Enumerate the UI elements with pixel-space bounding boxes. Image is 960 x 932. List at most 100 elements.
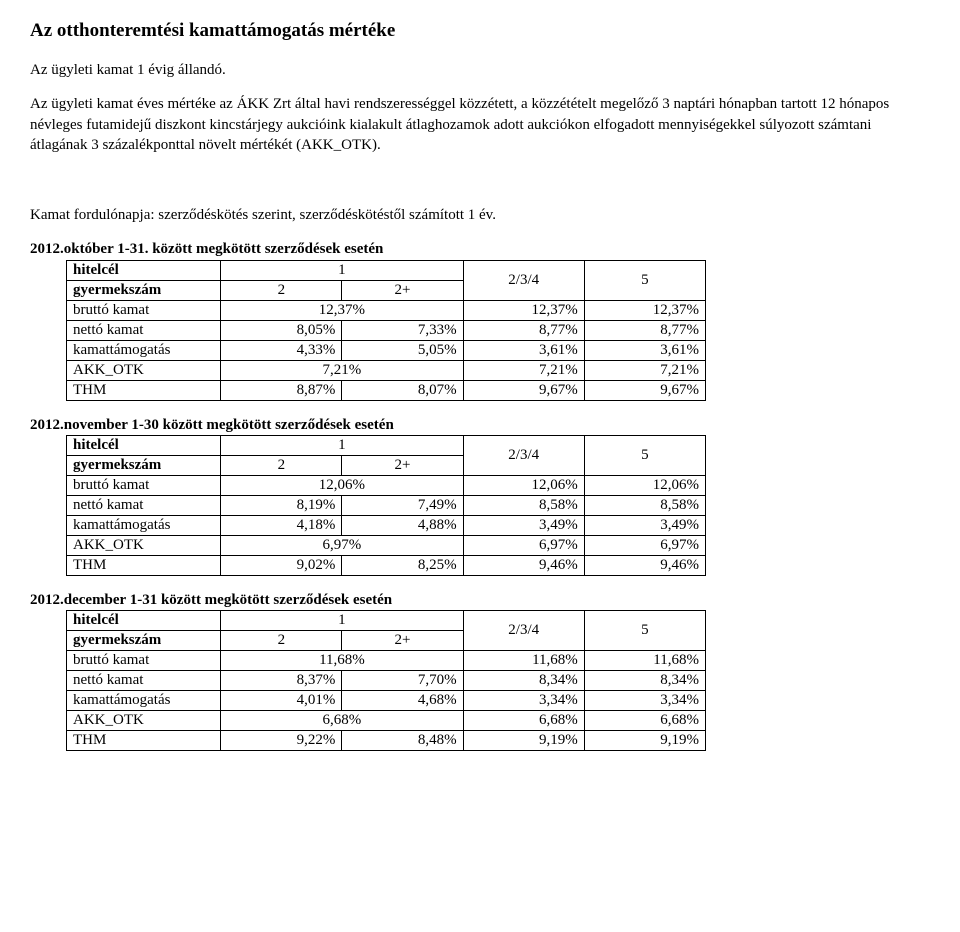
cell: 8,77% (463, 320, 584, 340)
cell: 9,46% (463, 555, 584, 575)
cell: 6,68% (584, 711, 705, 731)
hitelcel-1: 1 (221, 260, 463, 280)
cell: 8,37% (221, 671, 342, 691)
row-label: nettó kamat (67, 495, 221, 515)
cell: 4,18% (221, 515, 342, 535)
cell: 12,06% (584, 475, 705, 495)
row-label: kamattámogatás (67, 340, 221, 360)
cell: 9,46% (584, 555, 705, 575)
hitelcel-5: 5 (584, 435, 705, 475)
cell: 9,67% (584, 380, 705, 400)
cell: 11,68% (221, 651, 463, 671)
gyermekszam-2: 2 (221, 280, 342, 300)
cell: 4,33% (221, 340, 342, 360)
gyermekszam-2plus: 2+ (342, 631, 463, 651)
row-label: nettó kamat (67, 671, 221, 691)
table-heading: 2012.október 1-31. között megkötött szer… (30, 239, 930, 259)
gyermekszam-label: gyermekszám (67, 455, 221, 475)
cell: 9,19% (584, 731, 705, 751)
row-label: THM (67, 555, 221, 575)
row-label: kamattámogatás (67, 515, 221, 535)
cell: 12,06% (221, 475, 463, 495)
gyermekszam-2: 2 (221, 631, 342, 651)
cell: 6,97% (221, 535, 463, 555)
cell: 7,70% (342, 671, 463, 691)
hitelcel-label: hitelcél (67, 260, 221, 280)
hitelcel-234: 2/3/4 (463, 611, 584, 651)
cell: 8,05% (221, 320, 342, 340)
cell: 3,34% (463, 691, 584, 711)
cell: 12,37% (584, 300, 705, 320)
cell: 7,21% (584, 360, 705, 380)
gyermekszam-2: 2 (221, 455, 342, 475)
intro-paragraph-2: Az ügyleti kamat éves mértéke az ÁKK Zrt… (30, 94, 930, 155)
row-label: bruttó kamat (67, 475, 221, 495)
cell: 3,49% (584, 515, 705, 535)
cell: 4,88% (342, 515, 463, 535)
row-label: bruttó kamat (67, 300, 221, 320)
cell: 3,49% (463, 515, 584, 535)
fordulo-paragraph: Kamat fordulónapja: szerződéskötés szeri… (30, 205, 930, 225)
cell: 3,61% (463, 340, 584, 360)
rate-table: hitelcél12/3/45 gyermekszám22+ bruttó kama… (66, 435, 706, 576)
cell: 12,06% (463, 475, 584, 495)
cell: 6,68% (221, 711, 463, 731)
table-heading: 2012.november 1-30 között megkötött szer… (30, 415, 930, 435)
row-label: AKK_OTK (67, 535, 221, 555)
intro-paragraph-1: Az ügyleti kamat 1 évig állandó. (30, 60, 930, 80)
cell: 6,68% (463, 711, 584, 731)
row-label: nettó kamat (67, 320, 221, 340)
hitelcel-label: hitelcél (67, 435, 221, 455)
cell: 8,19% (221, 495, 342, 515)
cell: 7,49% (342, 495, 463, 515)
cell: 12,37% (463, 300, 584, 320)
cell: 9,67% (463, 380, 584, 400)
cell: 8,58% (584, 495, 705, 515)
cell: 7,33% (342, 320, 463, 340)
cell: 5,05% (342, 340, 463, 360)
cell: 11,68% (584, 651, 705, 671)
cell: 8,34% (584, 671, 705, 691)
cell: 6,97% (463, 535, 584, 555)
cell: 8,34% (463, 671, 584, 691)
cell: 8,58% (463, 495, 584, 515)
row-label: AKK_OTK (67, 360, 221, 380)
cell: 7,21% (221, 360, 463, 380)
gyermekszam-label: gyermekszám (67, 631, 221, 651)
hitelcel-5: 5 (584, 260, 705, 300)
row-label: bruttó kamat (67, 651, 221, 671)
hitelcel-234: 2/3/4 (463, 260, 584, 300)
cell: 12,37% (221, 300, 463, 320)
cell: 4,01% (221, 691, 342, 711)
hitelcel-1: 1 (221, 611, 463, 631)
cell: 11,68% (463, 651, 584, 671)
cell: 7,21% (463, 360, 584, 380)
rate-table: hitelcél12/3/45 gyermekszám22+ bruttó kama… (66, 260, 706, 401)
cell: 8,07% (342, 380, 463, 400)
gyermekszam-2plus: 2+ (342, 280, 463, 300)
row-label: AKK_OTK (67, 711, 221, 731)
gyermekszam-2plus: 2+ (342, 455, 463, 475)
cell: 8,48% (342, 731, 463, 751)
cell: 6,97% (584, 535, 705, 555)
rate-table: hitelcél12/3/45 gyermekszám22+ bruttó kama… (66, 610, 706, 751)
cell: 8,77% (584, 320, 705, 340)
hitelcel-label: hitelcél (67, 611, 221, 631)
gyermekszam-label: gyermekszám (67, 280, 221, 300)
cell: 9,02% (221, 555, 342, 575)
row-label: kamattámogatás (67, 691, 221, 711)
hitelcel-234: 2/3/4 (463, 435, 584, 475)
cell: 8,87% (221, 380, 342, 400)
page-title: Az otthonteremtési kamattámogatás mérték… (30, 20, 930, 42)
cell: 9,19% (463, 731, 584, 751)
cell: 3,34% (584, 691, 705, 711)
cell: 4,68% (342, 691, 463, 711)
row-label: THM (67, 380, 221, 400)
row-label: THM (67, 731, 221, 751)
table-heading: 2012.december 1-31 között megkötött szer… (30, 590, 930, 610)
cell: 3,61% (584, 340, 705, 360)
cell: 9,22% (221, 731, 342, 751)
cell: 8,25% (342, 555, 463, 575)
hitelcel-5: 5 (584, 611, 705, 651)
hitelcel-1: 1 (221, 435, 463, 455)
